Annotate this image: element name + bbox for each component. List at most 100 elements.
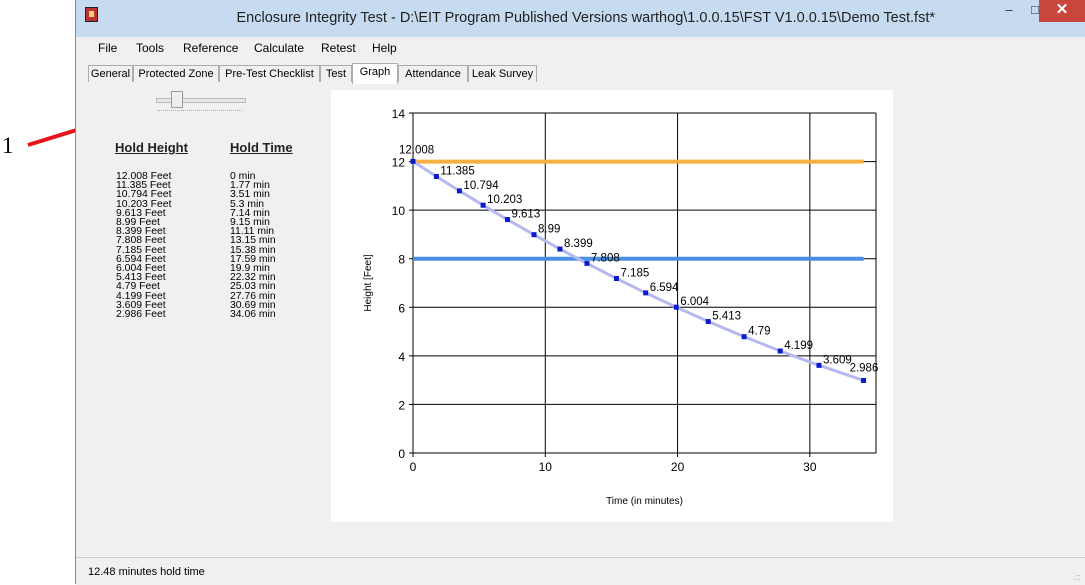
status-bar: 12.48 minutes hold time .::: [76, 557, 1085, 585]
data-label: 8.99: [538, 224, 560, 236]
hold-time-value: 27.76 min: [230, 290, 276, 302]
data-label: 6.004: [680, 296, 709, 308]
y-tick-label: 8: [398, 253, 405, 267]
hold-height-value: 7.808 Feet: [116, 235, 166, 247]
menu-reference[interactable]: Reference: [183, 41, 239, 55]
hold-height-value: 10.203 Feet: [116, 198, 172, 210]
hold-time-value: 17.59 min: [230, 253, 276, 265]
data-point: [613, 276, 619, 282]
hold-height-header: Hold Height: [115, 140, 188, 155]
hold-time-value: 19.9 min: [230, 263, 270, 275]
hold-time-value: 22.32 min: [230, 272, 276, 284]
hold-time-value: 3.51 min: [230, 189, 270, 201]
menu-retest[interactable]: Retest: [321, 41, 356, 55]
y-tick-label: 2: [398, 398, 405, 412]
menu-file[interactable]: File: [98, 41, 118, 55]
data-point: [816, 362, 822, 368]
tab-protected-zone[interactable]: Protected Zone: [133, 65, 219, 82]
data-label: 9.613: [511, 209, 540, 221]
data-point: [584, 260, 590, 266]
hold-time-value: 11.11 min: [230, 226, 275, 238]
x-tick-label: 0: [410, 460, 417, 474]
hold-height-value: 2.986 Feet: [116, 309, 166, 321]
hold-slider-track[interactable]: [156, 98, 246, 103]
hold-time-value: 9.15 min: [230, 217, 270, 229]
tab-bar: General Protected Zone Pre-Test Checklis…: [76, 63, 1085, 85]
tab-general[interactable]: General: [88, 65, 133, 82]
close-button[interactable]: ✕: [1039, 0, 1085, 22]
data-point: [705, 319, 711, 325]
height-time-chart: 0 2 4 6 8 10 12 14 0 10 20 30 Time (in minutes) Heigh…: [363, 107, 879, 507]
data-point: [480, 202, 486, 208]
resize-grip[interactable]: .::: [1073, 572, 1081, 582]
y-tick-label: 0: [398, 447, 405, 461]
tab-graph[interactable]: Graph: [352, 63, 398, 84]
hold-slider-ticks: [158, 110, 242, 114]
data-point: [433, 174, 439, 180]
hold-height-value: 7.185 Feet: [116, 244, 166, 256]
callout-number: 1: [2, 133, 14, 158]
minimize-button[interactable]: –: [1005, 2, 1013, 17]
data-point: [557, 246, 563, 252]
y-tick-label: 4: [398, 350, 405, 364]
data-label: 4.199: [784, 340, 813, 352]
hold-time-value: 7.14 min: [230, 207, 270, 219]
hold-time-value: 25.03 min: [230, 281, 276, 293]
data-label: 7.808: [591, 252, 620, 264]
hold-slider-thumb[interactable]: [171, 91, 183, 108]
y-tick-label: 10: [392, 204, 406, 218]
data-point: [643, 290, 649, 296]
app-window: Enclosure Integrity Test - D:\EIT Progra…: [75, 0, 1085, 585]
data-label: 11.385: [440, 166, 474, 178]
hold-time-list: 0 min 1.77 min 3.51 min 5.3 min 7.14 min 9.15…: [230, 171, 276, 321]
data-point: [531, 232, 537, 238]
tab-test[interactable]: Test: [320, 65, 352, 82]
x-tick-label: 10: [539, 460, 553, 474]
data-point: [410, 158, 416, 164]
tab-pre-test-checklist[interactable]: Pre-Test Checklist: [219, 65, 320, 82]
tab-leak-survey[interactable]: Leak Survey: [468, 65, 537, 82]
x-tick-label: 30: [803, 460, 817, 474]
tab-attendance[interactable]: Attendance: [398, 65, 468, 82]
menu-help[interactable]: Help: [372, 41, 397, 55]
hold-height-value: 8.399 Feet: [116, 226, 166, 238]
hold-height-value: 12.008 Feet: [116, 171, 172, 182]
hold-height-value: 10.794 Feet: [116, 189, 172, 201]
data-label: 8.399: [564, 238, 593, 250]
menu-calculate[interactable]: Calculate: [254, 41, 305, 55]
hold-time-value: 15.38 min: [230, 244, 276, 256]
series-line: [412, 160, 865, 382]
data-label: 10.794: [463, 180, 499, 192]
data-label: 7.185: [620, 268, 649, 280]
hold-height-value: 8.99 Feet: [116, 217, 160, 229]
data-point: [741, 334, 747, 340]
data-label: 12.008: [399, 144, 434, 156]
hold-height-value: 3.609 Feet: [116, 299, 166, 311]
menu-tools[interactable]: Tools: [136, 41, 165, 55]
hold-height-value: 11.385 Feet: [116, 180, 171, 192]
maximize-button[interactable]: □: [1031, 2, 1039, 17]
x-axis-title: Time (in minutes): [606, 496, 683, 507]
hold-time-value: 34.06 min: [230, 309, 276, 321]
hold-height-list: 12.008 Feet 11.385 Feet 10.794 Feet 10.203 …: [116, 171, 172, 321]
data-label: 3.609: [823, 354, 852, 366]
hold-time-value: 30.69 min: [230, 299, 276, 311]
data-label: 6.594: [650, 282, 679, 294]
app-icon: [85, 7, 98, 22]
y-tick-label: 12: [392, 156, 406, 170]
data-label: 5.413: [712, 311, 741, 323]
hold-height-value: 9.613 Feet: [116, 207, 166, 219]
hold-height-value: 5.413 Feet: [116, 272, 166, 284]
data-label: 2.986: [850, 362, 879, 374]
data-point: [504, 217, 510, 223]
data-label: 4.79: [748, 326, 770, 338]
hold-time-value: 13.15 min: [230, 235, 276, 247]
y-tick-label: 6: [398, 301, 405, 315]
hold-time-value: 1.77 min: [230, 180, 270, 192]
hold-time-value: 0 min: [230, 171, 256, 182]
window-title: Enclosure Integrity Test - D:\EIT Progra…: [236, 10, 936, 26]
data-point: [456, 188, 462, 194]
hold-time-value: 5.3 min: [230, 198, 265, 210]
hold-height-value: 6.004 Feet: [116, 263, 166, 275]
data-label: 10.203: [487, 194, 522, 206]
